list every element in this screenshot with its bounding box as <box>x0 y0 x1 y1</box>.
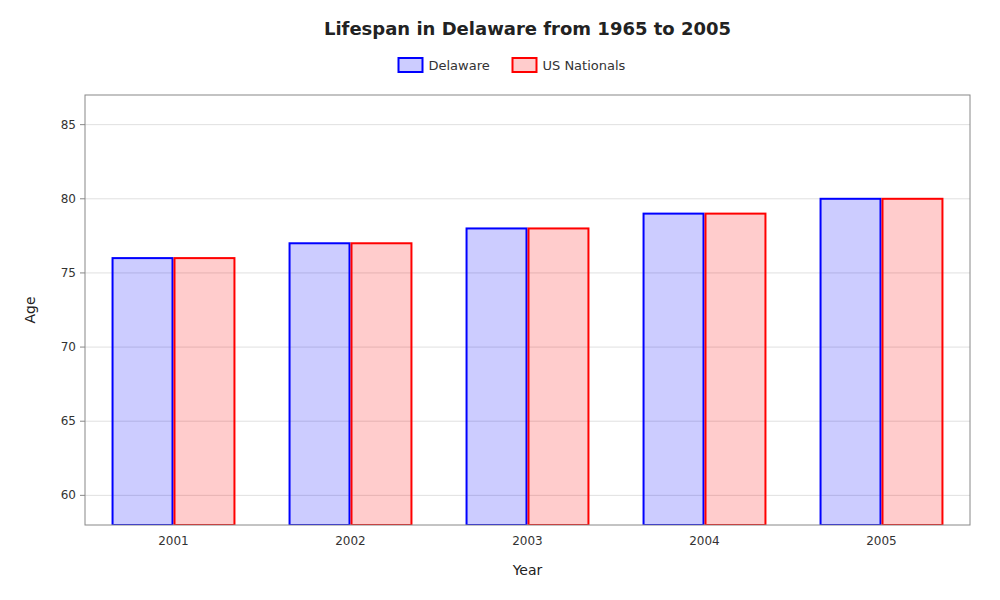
bar <box>467 228 527 525</box>
legend-label: US Nationals <box>543 58 626 73</box>
bar <box>883 199 943 525</box>
bars <box>113 199 943 525</box>
tick-label: 80 <box>61 192 76 206</box>
legend-swatch <box>399 58 423 72</box>
tick-mark <box>80 495 85 496</box>
y-axis-label: Age <box>22 296 38 323</box>
tick-label: 60 <box>61 488 76 502</box>
bar <box>290 243 350 525</box>
tick-label: 2003 <box>512 534 543 548</box>
legend-label: Delaware <box>429 58 490 73</box>
tick-label: 65 <box>61 414 76 428</box>
tick-label: 75 <box>61 266 76 280</box>
bar <box>706 214 766 525</box>
tick-mark <box>80 421 85 422</box>
x-axis-label: Year <box>512 562 543 578</box>
tick-mark <box>80 124 85 125</box>
title: Lifespan in Delaware from 1965 to 2005 <box>324 18 731 39</box>
tick-label: 2002 <box>335 534 366 548</box>
tick-label: 70 <box>61 340 76 354</box>
y-axis: 60 65 70 75 80 85 <box>61 118 85 503</box>
x-axis: 2001 2002 2003 2004 2005 <box>158 534 897 548</box>
tick-mark <box>80 272 85 273</box>
bar <box>352 243 412 525</box>
chart: 60 65 70 75 80 85 2001 2002 2003 2004 2005 Year Age L… <box>0 0 1000 600</box>
bar <box>529 228 589 525</box>
tick-label: 2004 <box>689 534 720 548</box>
tick-label: 2005 <box>866 534 897 548</box>
tick-mark <box>80 198 85 199</box>
tick-label: 85 <box>61 118 76 132</box>
bar <box>644 214 704 525</box>
bar <box>821 199 881 525</box>
grid-line <box>85 124 970 125</box>
plot-frame <box>85 95 970 525</box>
bar <box>113 258 173 525</box>
bar <box>175 258 235 525</box>
tick-label: 2001 <box>158 534 189 548</box>
chart-container: 60 65 70 75 80 85 2001 2002 2003 2004 2005 Year Age L… <box>0 0 1000 600</box>
legend-swatch <box>513 58 537 72</box>
tick-mark <box>80 347 85 348</box>
legend: Delaware US Nationals <box>399 58 626 73</box>
